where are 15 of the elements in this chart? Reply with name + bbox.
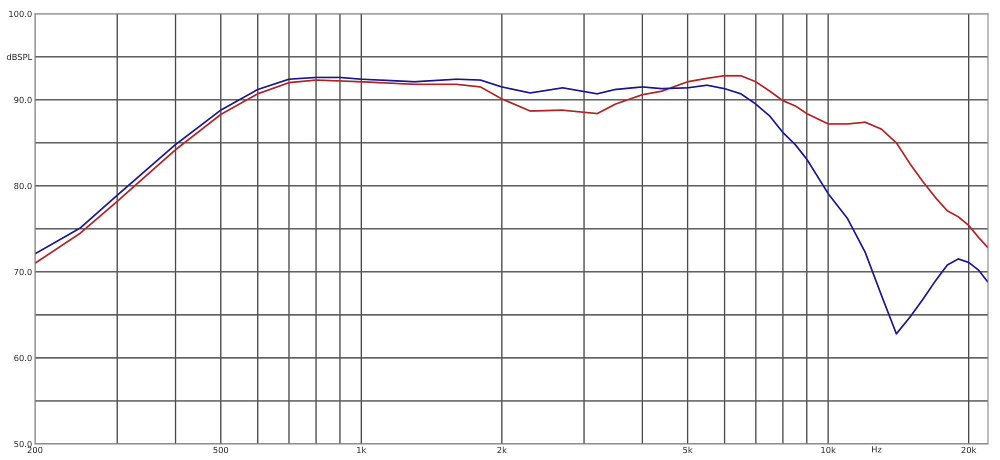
y-tick-label: 80.0 bbox=[14, 182, 32, 190]
x-tick-label: 2k bbox=[497, 446, 507, 454]
x-tick-label: 5k bbox=[683, 446, 693, 454]
x-tick-label: 20k bbox=[962, 446, 976, 454]
y-tick-label: dBSPL bbox=[6, 54, 32, 60]
x-tick-label: 200 bbox=[28, 446, 42, 454]
y-tick-label: 50.0 bbox=[14, 440, 32, 448]
x-axis-title: Hz bbox=[872, 446, 882, 452]
x-tick-label: 1k bbox=[357, 446, 366, 454]
x-tick-label: 500 bbox=[213, 446, 228, 454]
y-tick-label: 60.0 bbox=[14, 354, 32, 362]
x-tick-label: 10k bbox=[821, 446, 836, 454]
y-tick-label: 90.0 bbox=[14, 96, 32, 104]
y-tick-label: 100.0 bbox=[9, 10, 32, 18]
y-tick-label: 70.0 bbox=[14, 268, 32, 276]
